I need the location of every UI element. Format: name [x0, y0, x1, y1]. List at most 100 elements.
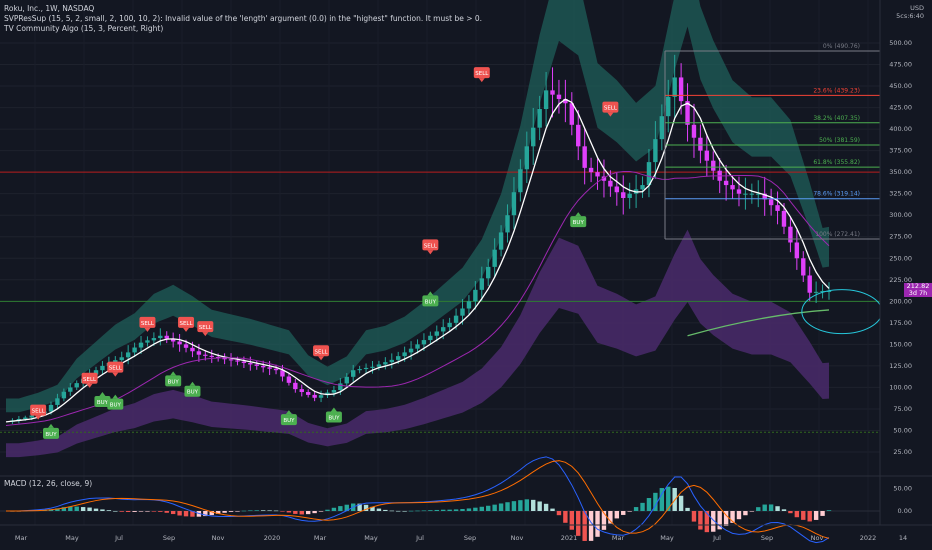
- price-tick-label: 100.00: [889, 383, 912, 391]
- sell-signal: SELL: [197, 321, 214, 337]
- sell-signal: SELL: [178, 316, 195, 332]
- macd-tick-label: 0.00: [898, 507, 912, 515]
- candle-body: [775, 205, 780, 211]
- candle-body: [704, 150, 710, 161]
- buy-signal: BUY: [43, 423, 60, 439]
- signal-text: BUY: [168, 379, 180, 385]
- time-tick-label: Nov: [212, 534, 225, 542]
- macd-histogram-bar: [408, 510, 414, 512]
- price-tick-label: 400.00: [889, 125, 912, 133]
- candle-body: [666, 96, 671, 117]
- fib-level-label: 100% (272.41): [815, 231, 860, 238]
- candle-body: [113, 360, 118, 364]
- macd-histogram-bar: [627, 511, 632, 512]
- candle-body: [68, 387, 73, 392]
- price-tick-label: 175.00: [889, 319, 912, 327]
- symbol-title: Roku, Inc., 1W, NASDAQ: [4, 4, 95, 13]
- signal-pointer: [112, 394, 119, 399]
- sell-signal: SELL: [422, 239, 439, 255]
- lower-band-cloud: [6, 229, 829, 458]
- macd-label[interactable]: MACD (12, 26, close, 9): [4, 479, 93, 488]
- indicator-svpressup-label[interactable]: SVPResSup (15, 5, 2, small, 2, 100, 10, …: [4, 14, 483, 23]
- candle-body: [434, 331, 439, 336]
- macd-histogram-bar: [415, 510, 420, 512]
- signal-box: [570, 216, 587, 228]
- macd-histogram-bar: [312, 511, 317, 514]
- macd-histogram-bar: [486, 505, 491, 511]
- sell-signal: SELL: [81, 372, 98, 388]
- signal-pointer: [144, 327, 151, 332]
- candle-body: [588, 167, 594, 173]
- price-tick-label: 350.00: [889, 168, 912, 176]
- price-axis-bg: [880, 0, 932, 550]
- candle-body: [569, 103, 575, 125]
- candle-body: [267, 367, 272, 369]
- candle-body: [331, 390, 337, 393]
- candle-body: [543, 90, 549, 110]
- candle-body: [29, 415, 34, 418]
- signal-text: BUY: [425, 299, 437, 305]
- macd-histogram-bar: [473, 507, 478, 511]
- macd-histogram-bar: [723, 511, 729, 527]
- macd-histogram-bar: [376, 508, 382, 511]
- candle-body: [582, 146, 587, 168]
- macd-histogram-bar: [164, 511, 169, 513]
- macd-histogram-bar: [781, 509, 787, 511]
- buy-signal: BUY: [570, 212, 587, 228]
- signal-pointer: [607, 112, 614, 117]
- candle-body: [235, 360, 240, 362]
- candle-body: [524, 146, 529, 170]
- macd-histogram-bar: [646, 498, 652, 511]
- signal-text: SELL: [109, 366, 123, 372]
- price-tick-label: 250.00: [889, 254, 912, 262]
- signal-text: BUY: [97, 400, 109, 406]
- candle-body: [248, 363, 253, 365]
- candle-body: [196, 351, 202, 355]
- projection-curve: [687, 309, 830, 337]
- candle-body: [164, 335, 169, 339]
- signal-text: BUY: [283, 418, 295, 424]
- time-tick-label: 2021: [561, 534, 578, 542]
- macd-histogram-bar: [453, 509, 459, 511]
- candle-body: [370, 366, 375, 368]
- candle-body: [801, 258, 806, 276]
- fib-level-label: 23.6% (439.23): [813, 87, 860, 94]
- signal-box: [107, 361, 124, 373]
- macd-histogram-bar: [273, 510, 279, 512]
- candle-body: [100, 365, 105, 371]
- candle-body: [460, 308, 465, 316]
- last-price-value: 212.82: [906, 282, 930, 290]
- candle-body: [743, 193, 748, 195]
- macd-histogram-bar: [505, 502, 510, 511]
- macd-histogram-bar: [61, 507, 67, 511]
- macd-histogram-bar: [543, 503, 549, 511]
- indicator-algo-label[interactable]: TV Community Algo (15, 3, Percent, Right…: [4, 24, 164, 33]
- macd-histogram-bar: [370, 506, 375, 511]
- macd-histogram-bar: [666, 486, 671, 511]
- macd-histogram-bar: [428, 510, 433, 511]
- signal-text: BUY: [45, 432, 57, 438]
- candle-body: [241, 361, 247, 364]
- candle-body: [421, 340, 427, 345]
- sell-signal: SELL: [313, 345, 330, 361]
- macd-histogram-bar: [254, 510, 259, 511]
- signal-pointer: [86, 383, 93, 388]
- macd-histogram-bar: [286, 511, 292, 513]
- candle-body: [453, 315, 459, 323]
- macd-histogram-bar: [826, 510, 832, 511]
- price-tick-label: 25.00: [893, 448, 912, 456]
- macd-histogram-bar: [441, 509, 446, 511]
- price-tick-label: 200.00: [889, 297, 912, 305]
- candle-body: [563, 98, 568, 104]
- candle-body: [466, 301, 472, 309]
- candle-body: [389, 359, 394, 363]
- candle-body: [730, 185, 735, 190]
- candle-body: [260, 365, 266, 368]
- signal-box: [94, 396, 111, 408]
- macd-histogram-bar: [614, 511, 620, 519]
- candle-body: [511, 192, 517, 216]
- sell-signal: SELL: [473, 67, 490, 83]
- candle-body: [286, 376, 292, 383]
- macd-histogram-bar: [363, 504, 369, 511]
